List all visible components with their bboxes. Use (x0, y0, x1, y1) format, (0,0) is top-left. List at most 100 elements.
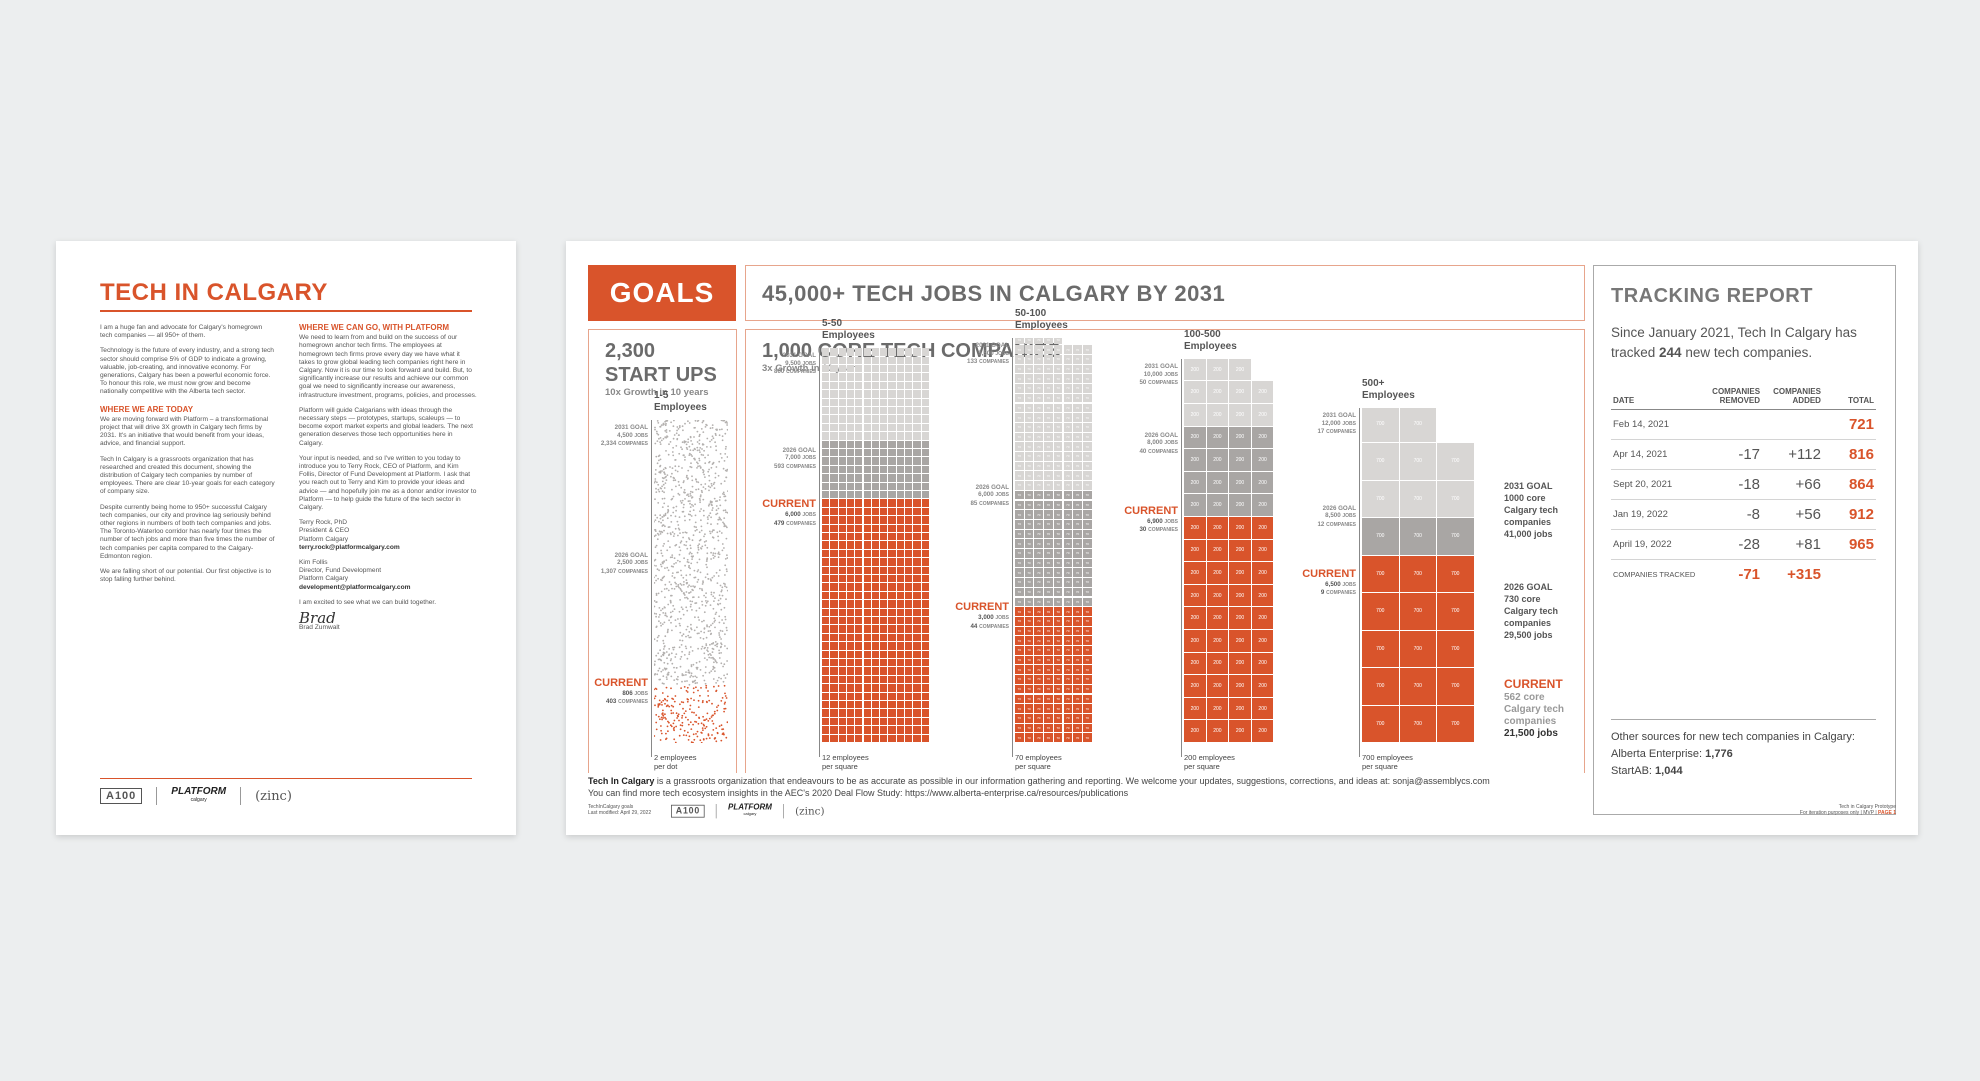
company-square (855, 692, 863, 700)
employee-dot (716, 732, 719, 735)
company-square: 70 (1063, 733, 1073, 742)
company-square (905, 701, 913, 709)
company-square (838, 717, 846, 726)
company-square (921, 566, 929, 574)
company-square (896, 407, 904, 415)
employee-dot (724, 453, 727, 455)
company-square: 70 (1034, 393, 1044, 403)
employee-dot (681, 441, 684, 444)
employee-dot (692, 733, 695, 736)
employee-dot (714, 441, 716, 444)
company-square: 70 (1034, 500, 1044, 510)
company-square: 70 (1044, 723, 1053, 733)
employee-dot (724, 701, 726, 704)
employee-dot (691, 539, 694, 542)
employee-dot (671, 488, 673, 491)
company-square (855, 717, 863, 726)
company-square (846, 449, 855, 457)
goal26-companies-value: 40 (1139, 447, 1147, 455)
employee-dot (689, 493, 692, 495)
jobs-word: JOBS (995, 350, 1009, 357)
company-square (905, 507, 913, 516)
employee-dot (705, 636, 708, 639)
company-square (855, 432, 863, 440)
core-2026-heading: 2026 GOAL (1504, 582, 1553, 592)
employee-dot (700, 529, 703, 532)
employee-dot (709, 643, 711, 646)
employee-dot (677, 492, 680, 495)
company-square: 200 (1251, 494, 1274, 516)
company-square: 200 (1229, 697, 1251, 720)
company-square (871, 356, 880, 364)
company-square: 70 (1024, 413, 1034, 422)
company-square: 70 (1015, 723, 1024, 733)
employee-dot (674, 469, 677, 472)
company-square (838, 499, 846, 507)
goal26-jobs: 2,500 JOBS (582, 559, 648, 568)
company-square (921, 650, 929, 658)
contact-email[interactable]: terry.rock@platformcalgary.com (299, 543, 400, 551)
employee-dot (718, 594, 721, 597)
company-square: 70 (1024, 442, 1034, 451)
company-square: 70 (1034, 636, 1044, 645)
contact-email[interactable]: development@platformcalgary.com (299, 583, 411, 591)
employee-dot (712, 437, 715, 440)
employee-dot (722, 665, 724, 668)
employee-dot (674, 619, 677, 621)
employee-dot (703, 514, 705, 517)
company-square (921, 701, 929, 709)
company-square: 700 (1399, 705, 1436, 742)
company-square (822, 650, 830, 658)
employee-dot (680, 574, 683, 577)
company-square: 70 (1015, 675, 1024, 684)
company-square (888, 642, 896, 650)
company-square (905, 533, 913, 541)
employee-dot (666, 517, 669, 520)
employee-dot (679, 631, 682, 634)
company-square: 70 (1082, 694, 1092, 704)
company-square: 200 (1251, 584, 1274, 607)
company-square (846, 491, 855, 499)
closing-line: I am excited to see what we can build to… (299, 598, 437, 606)
employee-dot (709, 486, 712, 489)
company-square: 70 (1044, 393, 1053, 403)
company-square: 700 (1437, 480, 1474, 517)
employee-dot (721, 697, 724, 699)
company-square: 70 (1024, 733, 1034, 742)
employee-dot (658, 703, 661, 706)
company-square (822, 692, 830, 700)
company-square: 70 (1073, 733, 1082, 742)
section-heading: WHERE WE CAN GO, WITH PLATFORM (299, 323, 450, 332)
employee-dot (654, 520, 655, 523)
company-square (822, 415, 830, 423)
company-square (822, 575, 830, 583)
goal-label-goal31: 2031 GOAL 4,500 JOBS 2,334 COMPANIES (582, 424, 648, 449)
company-square: 70 (1044, 597, 1053, 607)
company-square (822, 608, 830, 616)
employee-dot (654, 600, 656, 602)
employee-dot (681, 673, 684, 675)
employee-dot (693, 576, 696, 579)
employee-dot (711, 720, 714, 722)
company-square: 70 (1082, 519, 1092, 529)
company-square: 70 (1015, 597, 1024, 607)
employee-dot (685, 579, 688, 581)
core-2031-heading: 2031 GOAL (1504, 481, 1553, 491)
company-square: 70 (1044, 675, 1053, 684)
company-square: 70 (1015, 374, 1024, 384)
company-square (896, 449, 904, 457)
company-square (871, 650, 880, 658)
company-square (830, 499, 838, 507)
company-square: 70 (1063, 413, 1073, 422)
employee-dot (675, 432, 678, 435)
tracking-title: TRACKING REPORT (1611, 285, 1813, 307)
company-square: 70 (1053, 636, 1063, 645)
summary-added: +315 (1787, 566, 1821, 583)
company-square (880, 608, 888, 616)
company-square: 70 (1073, 549, 1082, 558)
employee-dot (695, 526, 697, 529)
goal26-companies-value: 593 (774, 462, 785, 470)
employee-dot (680, 655, 683, 658)
company-square: 70 (1063, 626, 1073, 636)
jobs-word: JOBS (634, 560, 648, 567)
